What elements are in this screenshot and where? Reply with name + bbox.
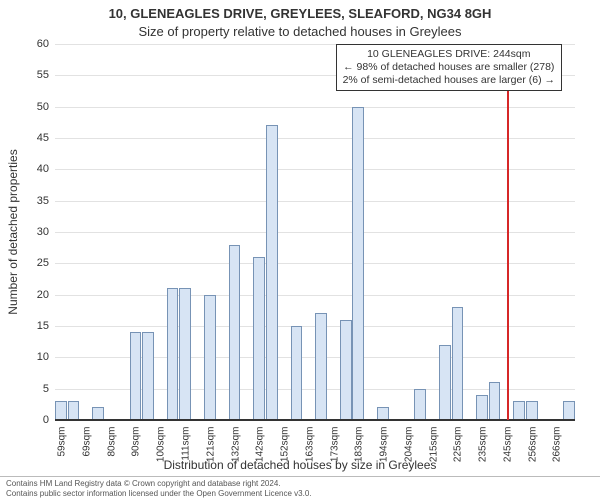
y-tick-label: 45 bbox=[37, 132, 55, 144]
x-tick-label: 194sqm bbox=[377, 427, 390, 463]
x-tick-label: 204sqm bbox=[401, 427, 414, 463]
x-tick-label: 121sqm bbox=[203, 427, 216, 463]
y-tick-label: 5 bbox=[43, 383, 55, 395]
histogram-bar bbox=[340, 320, 352, 420]
page-title: 10, GLENEAGLES DRIVE, GREYLEES, SLEAFORD… bbox=[0, 6, 600, 21]
y-tick-label: 60 bbox=[37, 38, 55, 50]
footer: Contains HM Land Registry data © Crown c… bbox=[0, 476, 600, 500]
info-box-line-2: ← 98% of detached houses are smaller (27… bbox=[343, 61, 555, 74]
y-tick-label: 25 bbox=[37, 257, 55, 269]
x-tick-label: 215sqm bbox=[426, 427, 439, 463]
histogram-bar bbox=[476, 395, 488, 420]
histogram-bar bbox=[513, 401, 525, 420]
x-tick-label: 245sqm bbox=[500, 427, 513, 463]
histogram-bar bbox=[130, 332, 142, 420]
histogram-bar bbox=[266, 125, 278, 420]
property-marker-line bbox=[507, 44, 509, 420]
info-box-line-3: 2% of semi-detached houses are larger (6… bbox=[343, 74, 555, 87]
histogram-plot: 59sqm69sqm80sqm90sqm100sqm111sqm121sqm13… bbox=[55, 44, 575, 420]
histogram-bar bbox=[68, 401, 80, 420]
y-tick-label: 30 bbox=[37, 226, 55, 238]
x-tick-label: 225sqm bbox=[451, 427, 464, 463]
histogram-bar bbox=[179, 288, 191, 420]
footer-line-1: Contains HM Land Registry data © Crown c… bbox=[6, 479, 594, 489]
x-tick-label: 80sqm bbox=[104, 427, 117, 457]
x-axis-line bbox=[55, 419, 575, 420]
x-tick-label: 183sqm bbox=[352, 427, 365, 463]
x-tick-label: 266sqm bbox=[550, 427, 563, 463]
histogram-bar bbox=[315, 313, 327, 420]
x-axis-title: Distribution of detached houses by size … bbox=[0, 458, 600, 472]
y-tick-label: 15 bbox=[37, 320, 55, 332]
x-tick-label: 100sqm bbox=[154, 427, 167, 463]
grid-line bbox=[55, 420, 575, 421]
x-tick-label: 163sqm bbox=[302, 427, 315, 463]
x-tick-label: 59sqm bbox=[55, 427, 68, 457]
y-tick-label: 10 bbox=[37, 351, 55, 363]
x-tick-label: 173sqm bbox=[327, 427, 340, 463]
x-tick-label: 111sqm bbox=[179, 427, 192, 461]
y-axis-title: Number of detached properties bbox=[6, 149, 20, 314]
histogram-bar bbox=[489, 382, 501, 420]
histogram-bar bbox=[55, 401, 67, 420]
footer-line-2: Contains public sector information licen… bbox=[6, 489, 594, 499]
y-tick-label: 55 bbox=[37, 69, 55, 81]
histogram-bar bbox=[229, 245, 241, 420]
histogram-bar bbox=[204, 295, 216, 420]
x-tick-label: 90sqm bbox=[129, 427, 142, 457]
histogram-bar bbox=[439, 345, 451, 420]
histogram-bar bbox=[142, 332, 154, 420]
x-tick-label: 235sqm bbox=[476, 427, 489, 463]
y-tick-label: 20 bbox=[37, 289, 55, 301]
y-tick-label: 50 bbox=[37, 101, 55, 113]
x-tick-label: 152sqm bbox=[278, 427, 291, 463]
histogram-bar bbox=[167, 288, 179, 420]
y-tick-label: 40 bbox=[37, 163, 55, 175]
histogram-bar bbox=[414, 389, 426, 420]
page-subtitle: Size of property relative to detached ho… bbox=[0, 24, 600, 39]
histogram-bar bbox=[352, 107, 364, 420]
y-tick-label: 0 bbox=[43, 414, 55, 426]
x-tick-label: 256sqm bbox=[525, 427, 538, 463]
x-tick-label: 142sqm bbox=[253, 427, 266, 463]
histogram-bar bbox=[526, 401, 538, 420]
histogram-bar bbox=[291, 326, 303, 420]
x-tick-label: 132sqm bbox=[228, 427, 241, 463]
histogram-bar bbox=[563, 401, 575, 420]
histogram-bar bbox=[253, 257, 265, 420]
y-tick-label: 35 bbox=[37, 195, 55, 207]
histogram-bar bbox=[452, 307, 464, 420]
info-box: 10 GLENEAGLES DRIVE: 244sqm ← 98% of det… bbox=[336, 44, 562, 91]
info-box-line-1: 10 GLENEAGLES DRIVE: 244sqm bbox=[343, 48, 555, 61]
x-tick-label: 69sqm bbox=[79, 427, 92, 457]
